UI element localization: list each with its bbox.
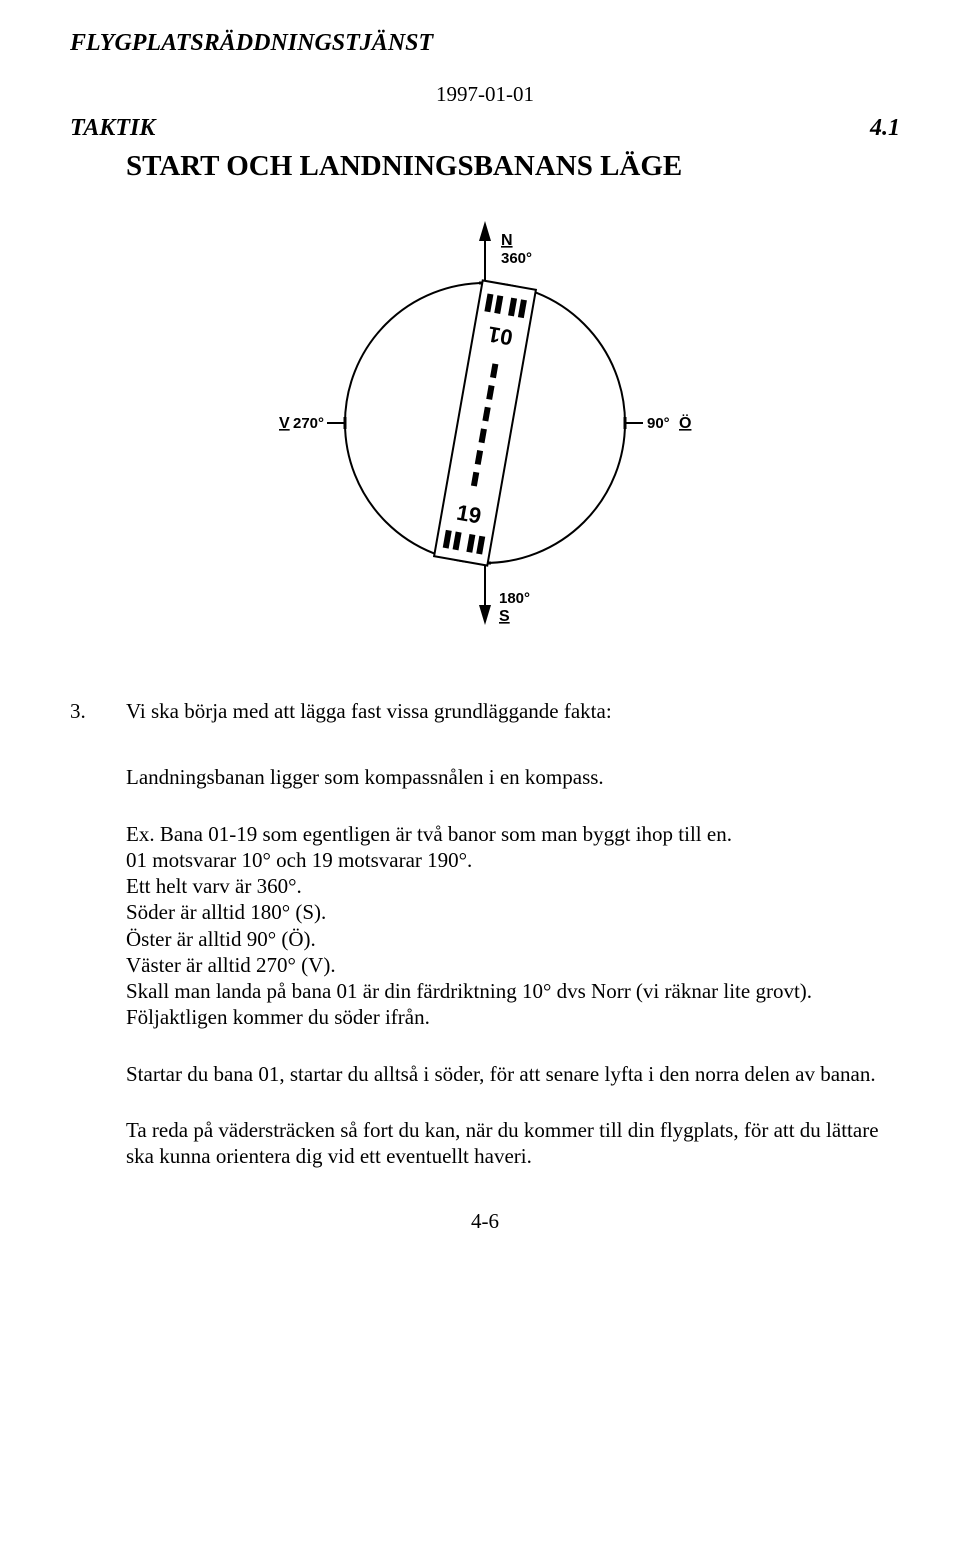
para-startar: Startar du bana 01, startar du alltså i … [126, 1061, 900, 1087]
para-3: 3. Vi ska börja med att lägga fast vissa… [70, 698, 900, 724]
para-taredapa: Ta reda på vädersträcken så fort du kan,… [126, 1117, 900, 1170]
para-number: 3. [70, 698, 126, 724]
section-right: 4.1 [870, 115, 900, 142]
compass-svg: 01 19 N 360° 90° Ö 180° [275, 203, 695, 633]
runway-number-bottom: 19 [455, 500, 483, 529]
runway-rect [434, 280, 536, 565]
label-n: N [501, 232, 513, 249]
label-e: Ö [679, 413, 691, 432]
para-example: Ex. Bana 01-19 som egentligen är två ban… [126, 821, 900, 1031]
runway-group: 01 19 [434, 280, 536, 565]
page-number: 4-6 [70, 1209, 900, 1234]
label-w-deg: 270° [293, 415, 324, 432]
para-text: Vi ska börja med att lägga fast vissa gr… [126, 698, 612, 724]
doc-title: FLYGPLATSRÄDDNINGSTJÄNST [70, 30, 900, 57]
runway-number-top: 01 [486, 321, 514, 350]
label-s: S [499, 608, 510, 625]
label-n-deg: 360° [501, 250, 532, 267]
page: FLYGPLATSRÄDDNINGSTJÄNST 1997-01-01 TAKT… [0, 0, 960, 1264]
label-s-deg: 180° [499, 590, 530, 607]
para-landningsbanan: Landningsbanan ligger som kompassnålen i… [126, 764, 900, 790]
section-heading: START OCH LANDNINGSBANANS LÄGE [126, 150, 900, 183]
label-w: V [279, 415, 290, 432]
section-bar: TAKTIK 4.1 [70, 115, 900, 142]
label-e-deg: 90° [647, 415, 670, 432]
south-arrowhead [479, 605, 491, 625]
compass-diagram: 01 19 N 360° 90° Ö 180° [70, 203, 900, 638]
section-left: TAKTIK [70, 115, 155, 142]
doc-date: 1997-01-01 [70, 82, 900, 107]
north-arrowhead [479, 221, 491, 241]
